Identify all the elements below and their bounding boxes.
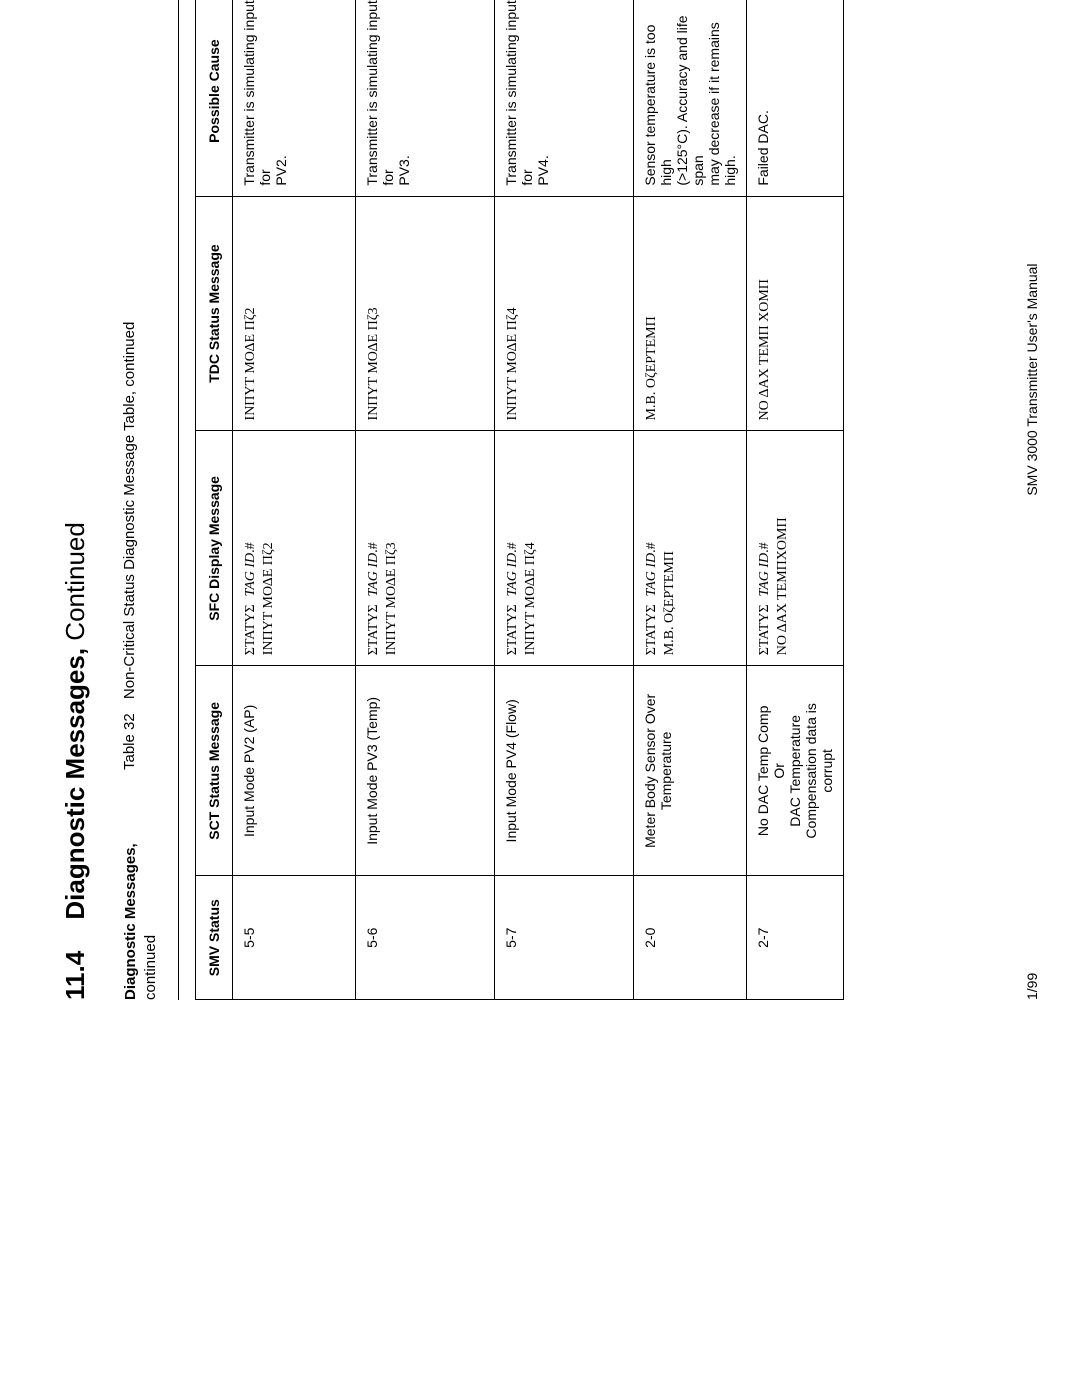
table-row: 5-6 Input Mode PV3 (Temp) ΣΤΑΤΥΣ TAG ID.… — [356, 0, 495, 1000]
cell-sfc: ΣΤΑΤΥΣ TAG ID.# ΙΝΠΥΤ ΜΟΔΕ Πζ2 — [233, 431, 356, 666]
footer-center: SMV 3000 Transmitter User's Manual — [1024, 263, 1040, 495]
table-caption: Table 32 Non-Critical Status Diagnostic … — [121, 322, 138, 770]
page-footer: 1/99 SMV 3000 Transmitter User's Manual … — [996, 0, 1040, 1000]
cell-cause: Transmitter is simulating input forPV3. — [356, 0, 495, 196]
cell-smv: 5-7 — [495, 876, 634, 1000]
table-row: 5-5 Input Mode PV2 (AP) ΣΤΑΤΥΣ TAG ID.# … — [233, 0, 356, 1000]
section-title-text: Diagnostic Messages, — [60, 648, 90, 920]
cell-tdc: Μ.Β. ΟζΕΡΤΕΜΠ — [634, 196, 747, 431]
cell-sfc: ΣΤΑΤΥΣ TAG ID.# ΙΝΠΥΤ ΜΟΔΕ Πζ4 — [495, 431, 634, 666]
footer-left: 1/99 — [1024, 973, 1040, 1000]
header-sfc: SFC Display Message — [196, 431, 233, 666]
cell-cause: Sensor temperature is too high(>125°C). … — [634, 0, 747, 196]
subheading-label: Diagnostic Messages, continued — [121, 770, 160, 1000]
table-row: 5-7 Input Mode PV4 (Flow) ΣΤΑΤΥΣ TAG ID.… — [495, 0, 634, 1000]
section-continued: Continued — [60, 522, 90, 641]
cell-tdc: ΙΝΠΥΤ ΜΟΔΕ Πζ3 — [356, 196, 495, 431]
cell-smv: 5-5 — [233, 876, 356, 1000]
cell-cause: Transmitter is simulating input forPV4. — [495, 0, 634, 196]
cell-tdc: ΝΟ ΔΑΧ ΤΕΜΠ ΧΟΜΠ — [747, 196, 844, 431]
cell-tdc: ΙΝΠΥΤ ΜΟΔΕ Πζ4 — [495, 196, 634, 431]
table-header-row: SMV Status SCT Status Message SFC Displa… — [196, 0, 233, 1000]
section-number: 11.4 — [60, 951, 90, 1000]
cell-cause: Failed DAC. — [747, 0, 844, 196]
cell-sfc: ΣΤΑΤΥΣ TAG ID.# ΙΝΠΥΤ ΜΟΔΕ Πζ3 — [356, 431, 495, 666]
header-smv: SMV Status — [196, 876, 233, 1000]
cell-sct: Input Mode PV3 (Temp) — [356, 666, 495, 876]
cell-cause: Transmitter is simulating input forPV2. — [233, 0, 356, 196]
header-sct: SCT Status Message — [196, 666, 233, 876]
cell-sfc: ΣΤΑΤΥΣ TAG ID.# ΝΟ ΔΑΧ ΤΕΜΠΧΟΜΠ — [747, 431, 844, 666]
table-row: 2-0 Meter Body Sensor OverTemperature ΣΤ… — [634, 0, 747, 1000]
table-row: 2-7 No DAC Temp CompOrDAC TemperatureCom… — [747, 0, 844, 1000]
cell-sct: No DAC Temp CompOrDAC TemperatureCompens… — [747, 666, 844, 876]
cell-smv: 2-7 — [747, 876, 844, 1000]
cell-smv: 5-6 — [356, 876, 495, 1000]
section-heading: 11.4 Diagnostic Messages, Continued — [60, 0, 91, 1000]
subheading-block: Diagnostic Messages, continued Table 32 … — [121, 0, 160, 1000]
divider — [178, 0, 179, 1000]
header-cause: Possible Cause — [196, 0, 233, 196]
cell-smv: 2-0 — [634, 876, 747, 1000]
cell-sfc: ΣΤΑΤΥΣ TAG ID.# Μ.Β. ΟζΕΡΤΕΜΠ — [634, 431, 747, 666]
header-tdc: TDC Status Message — [196, 196, 233, 431]
cell-sct: Meter Body Sensor OverTemperature — [634, 666, 747, 876]
cell-sct: Input Mode PV2 (AP) — [233, 666, 356, 876]
cell-sct: Input Mode PV4 (Flow) — [495, 666, 634, 876]
cell-tdc: ΙΝΠΥΤ ΜΟΔΕ Πζ2 — [233, 196, 356, 431]
diagnostic-table: SMV Status SCT Status Message SFC Displa… — [195, 0, 844, 1000]
